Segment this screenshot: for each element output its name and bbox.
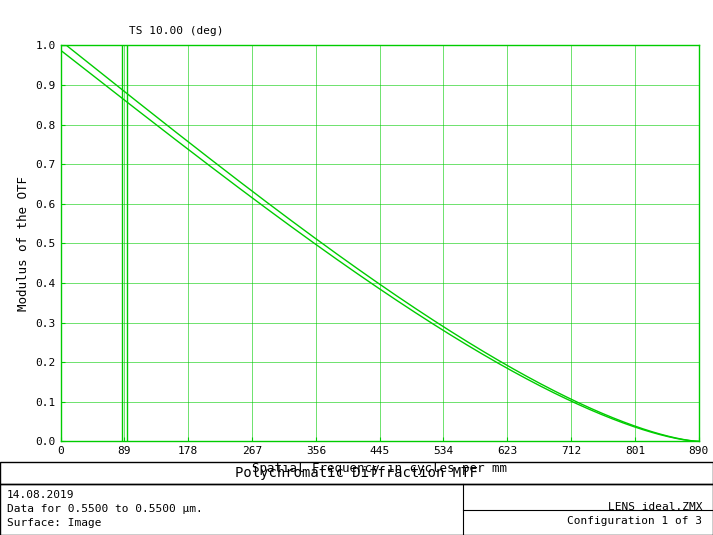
X-axis label: Spatial Frequency in cycles per mm: Spatial Frequency in cycles per mm [252,462,507,475]
Text: LENS ideal.ZMX
Configuration 1 of 3: LENS ideal.ZMX Configuration 1 of 3 [568,502,702,526]
Text: TS 10.00 (deg): TS 10.00 (deg) [130,26,224,36]
Text: Polychromatic Diffraction MTF: Polychromatic Diffraction MTF [235,466,478,480]
Y-axis label: Modulus of the OTF: Modulus of the OTF [17,176,30,311]
Text: 14.08.2019
Data for 0.5500 to 0.5500 μm.
Surface: Image: 14.08.2019 Data for 0.5500 to 0.5500 μm.… [7,490,203,528]
